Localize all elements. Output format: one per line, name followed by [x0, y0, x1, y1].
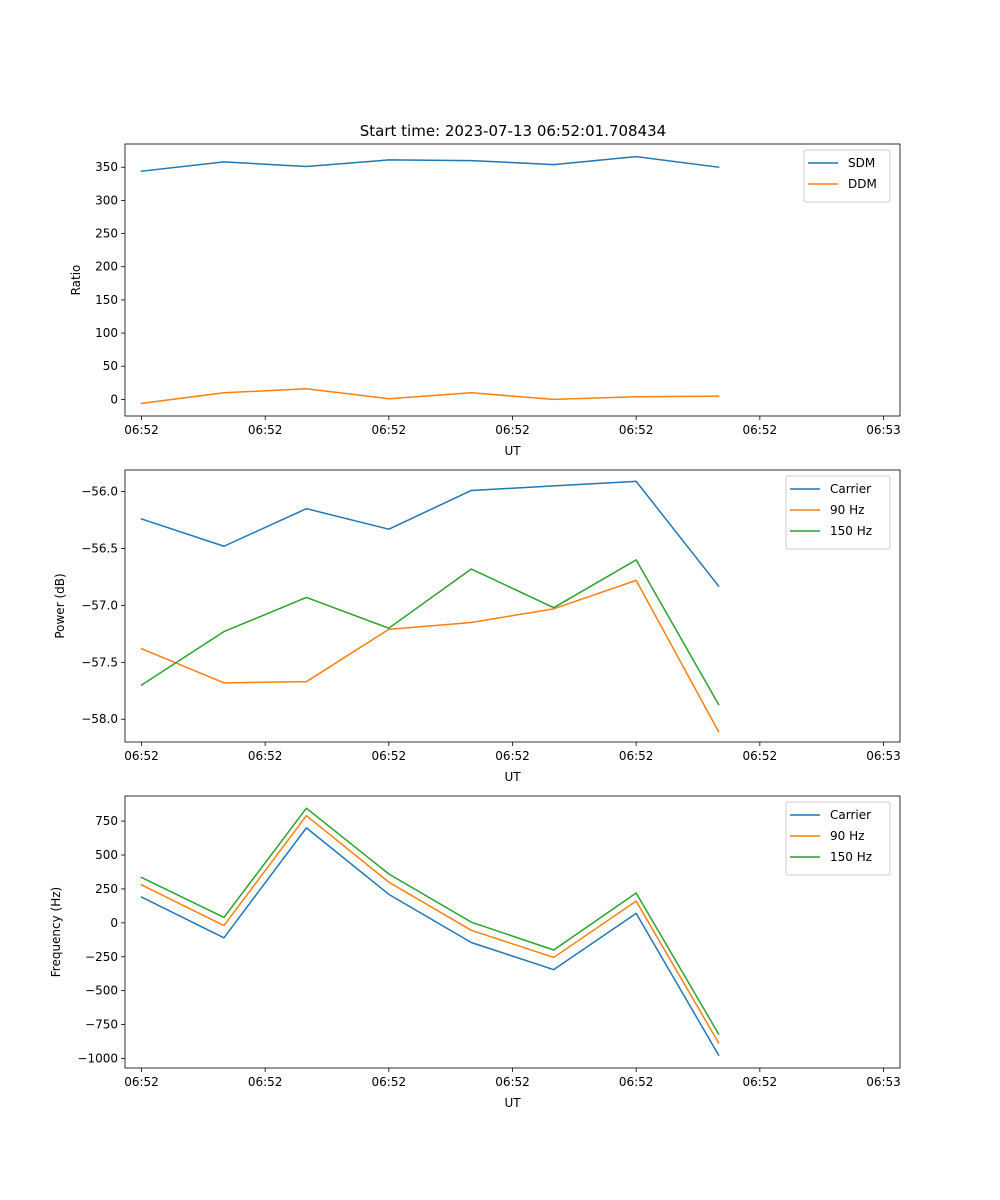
y-tick-label: −58.0: [81, 712, 118, 726]
x-tick-label: 06:52: [743, 749, 778, 763]
x-axis-label: UT: [504, 770, 521, 784]
y-tick-label: 0: [110, 916, 118, 930]
y-tick-label: −1000: [77, 1052, 118, 1066]
x-tick-label: 06:52: [124, 749, 159, 763]
y-tick-label: −56.5: [81, 542, 118, 556]
series-line-150-hz: [140, 559, 720, 706]
panel-2: 06:52 06:52 06:52 06:52 06:52 06:52 06:53 −58.0…: [53, 469, 901, 784]
y-tick-label: −56.0: [81, 485, 118, 499]
x-tick-label: 06:52: [372, 423, 407, 437]
x-tick-label: 06:52: [495, 749, 530, 763]
y-tick-label: −500: [85, 984, 118, 998]
panel-3: 06:52 06:52 06:52 06:52 06:52 06:52 06:53 −1000…: [49, 795, 901, 1110]
legend-label: 90 Hz: [830, 829, 864, 843]
y-axis-label: Power (dB): [53, 573, 67, 638]
x-axis-label: UT: [504, 1096, 521, 1110]
x-tick-label: 06:53: [866, 423, 901, 437]
y-tick-label: 150: [95, 293, 118, 307]
legend-label: 150 Hz: [830, 524, 872, 538]
series-line-sdm: [140, 155, 720, 173]
x-tick-label: 06:52: [248, 1075, 283, 1089]
x-tick-label: 06:52: [619, 423, 654, 437]
y-tick-label: −250: [85, 950, 118, 964]
x-tick-label: 06:52: [372, 1075, 407, 1089]
x-tick-label: 06:52: [124, 1075, 159, 1089]
x-tick-label: 06:52: [743, 423, 778, 437]
y-tick-label: 750: [95, 814, 118, 828]
x-tick-label: 06:52: [743, 1075, 778, 1089]
x-axis-label: UT: [504, 444, 521, 458]
panel-1: 06:52 06:52 06:52 06:52 06:52 06:52 06:53 0 50 10…: [69, 143, 901, 458]
y-tick-label: −57.0: [81, 598, 118, 612]
legend-label: Carrier: [830, 808, 871, 822]
y-tick-label: 350: [95, 160, 118, 174]
y-tick-label: 100: [95, 326, 118, 340]
legend-label: Carrier: [830, 482, 871, 496]
series-line-150-hz: [140, 807, 720, 1036]
x-tick-label: 06:53: [866, 1075, 901, 1089]
x-tick-label: 06:52: [619, 749, 654, 763]
y-tick-label: −57.5: [81, 655, 118, 669]
series-line-90-hz: [140, 814, 720, 1044]
x-tick-label: 06:53: [866, 749, 901, 763]
chart-title: Start time: 2023-07-13 06:52:01.708434: [360, 122, 666, 140]
x-tick-label: 06:52: [124, 423, 159, 437]
x-tick-label: 06:52: [248, 423, 283, 437]
y-tick-label: 250: [95, 882, 118, 896]
panels: 06:52 06:52 06:52 06:52 06:52 06:52 06:53 0 50 10…: [49, 143, 901, 1110]
legend-label: SDM: [848, 156, 875, 170]
x-tick-label: 06:52: [248, 749, 283, 763]
series-line-ddm: [140, 388, 720, 405]
y-tick-label: 300: [95, 193, 118, 207]
series-line-carrier: [140, 480, 720, 588]
legend: Carrier 90 Hz 150 Hz: [785, 475, 891, 550]
legend-label: 150 Hz: [830, 850, 872, 864]
legend-label: 90 Hz: [830, 503, 864, 517]
x-tick-label: 06:52: [495, 1075, 530, 1089]
y-tick-label: 250: [95, 227, 118, 241]
y-tick-label: 50: [103, 359, 118, 373]
legend: Carrier 90 Hz 150 Hz: [785, 801, 891, 876]
legend-label: DDM: [848, 177, 877, 191]
x-tick-label: 06:52: [619, 1075, 654, 1089]
y-axis-label: Frequency (Hz): [49, 887, 63, 978]
y-tick-label: 500: [95, 848, 118, 862]
legend-box: [803, 149, 891, 203]
x-tick-label: 06:52: [495, 423, 530, 437]
y-axis-label: Ratio: [69, 265, 83, 296]
y-tick-label: −750: [85, 1018, 118, 1032]
legend: SDM DDM: [803, 149, 891, 203]
series-line-carrier: [140, 827, 720, 1057]
y-tick-label: 0: [110, 392, 118, 406]
y-tick-label: 200: [95, 260, 118, 274]
x-tick-label: 06:52: [372, 749, 407, 763]
series-line-90-hz: [140, 579, 720, 733]
